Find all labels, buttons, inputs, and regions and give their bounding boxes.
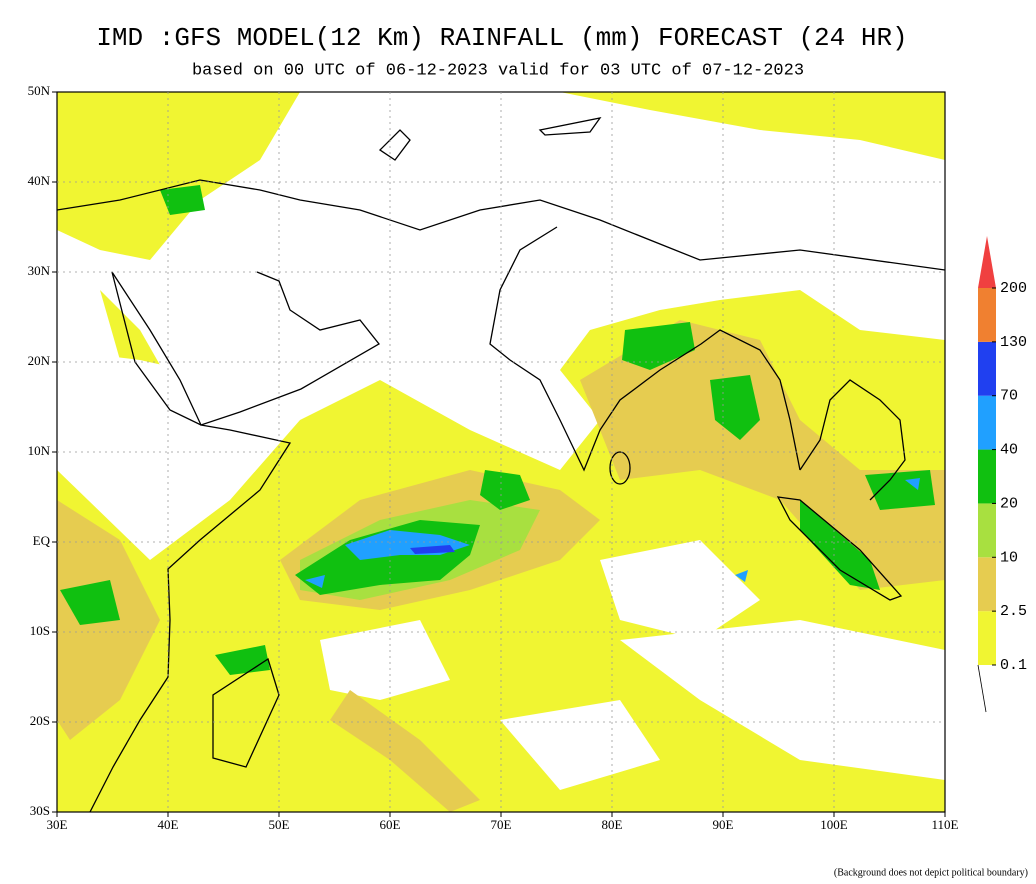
colorbar-box [978, 288, 996, 342]
lon-tick-label: 110E [932, 817, 959, 832]
lon-tick-label: 90E [713, 817, 734, 832]
lat-tick-label: 10N [28, 443, 51, 458]
lat-tick-label: 30S [30, 803, 50, 818]
title: IMD :GFS MODEL(12 Km) RAINFALL (mm) FORE… [96, 23, 907, 53]
colorbar-label: 70 [1000, 388, 1018, 405]
colorbar-label: 20 [1000, 495, 1018, 512]
colorbar-box [978, 449, 996, 504]
colorbar-label: 200 [1000, 280, 1027, 297]
colorbar-box [978, 395, 996, 450]
subtitle: based on 00 UTC of 06-12-2023 valid for … [192, 61, 804, 80]
colorbar-box [978, 341, 996, 396]
colorbar-leader [977, 664, 987, 713]
lon-tick-label: 30E [47, 817, 68, 832]
lon-tick-label: 80E [602, 817, 623, 832]
colorbar-label: 2.5 [1000, 603, 1027, 620]
lat-tick-label: EQ [33, 533, 51, 548]
colorbar-label: 0.1 [1000, 657, 1027, 674]
lon-tick-label: 70E [491, 817, 512, 832]
colorbar: 0.1 2.5 10 20 40 70 130 200 [978, 236, 1027, 674]
colorbar-box [978, 557, 996, 612]
lat-tick-label: 50N [28, 83, 51, 98]
colorbar-label: 40 [1000, 442, 1018, 459]
colorbar-box [978, 503, 996, 558]
lon-tick-label: 60E [380, 817, 401, 832]
lat-tick-label: 10S [30, 623, 50, 638]
colorbar-box [978, 611, 996, 665]
lon-tick-label: 50E [269, 817, 290, 832]
lon-tick-label: 100E [820, 817, 848, 832]
footnote: (Background does not depict political bo… [834, 867, 1028, 878]
axes: 30E 40E 50E 60E 70E 80E 90E 100E 110E 50N 40N 30N 20… [28, 83, 959, 832]
colorbar-label: 10 [1000, 549, 1018, 566]
colorbar-triangle [978, 236, 996, 288]
lat-tick-label: 20N [28, 353, 51, 368]
colorbar-label: 130 [1000, 334, 1027, 351]
lat-tick-label: 20S [30, 713, 50, 728]
lon-tick-label: 40E [158, 817, 179, 832]
lat-tick-label: 30N [28, 263, 51, 278]
lat-tick-label: 40N [28, 173, 51, 188]
